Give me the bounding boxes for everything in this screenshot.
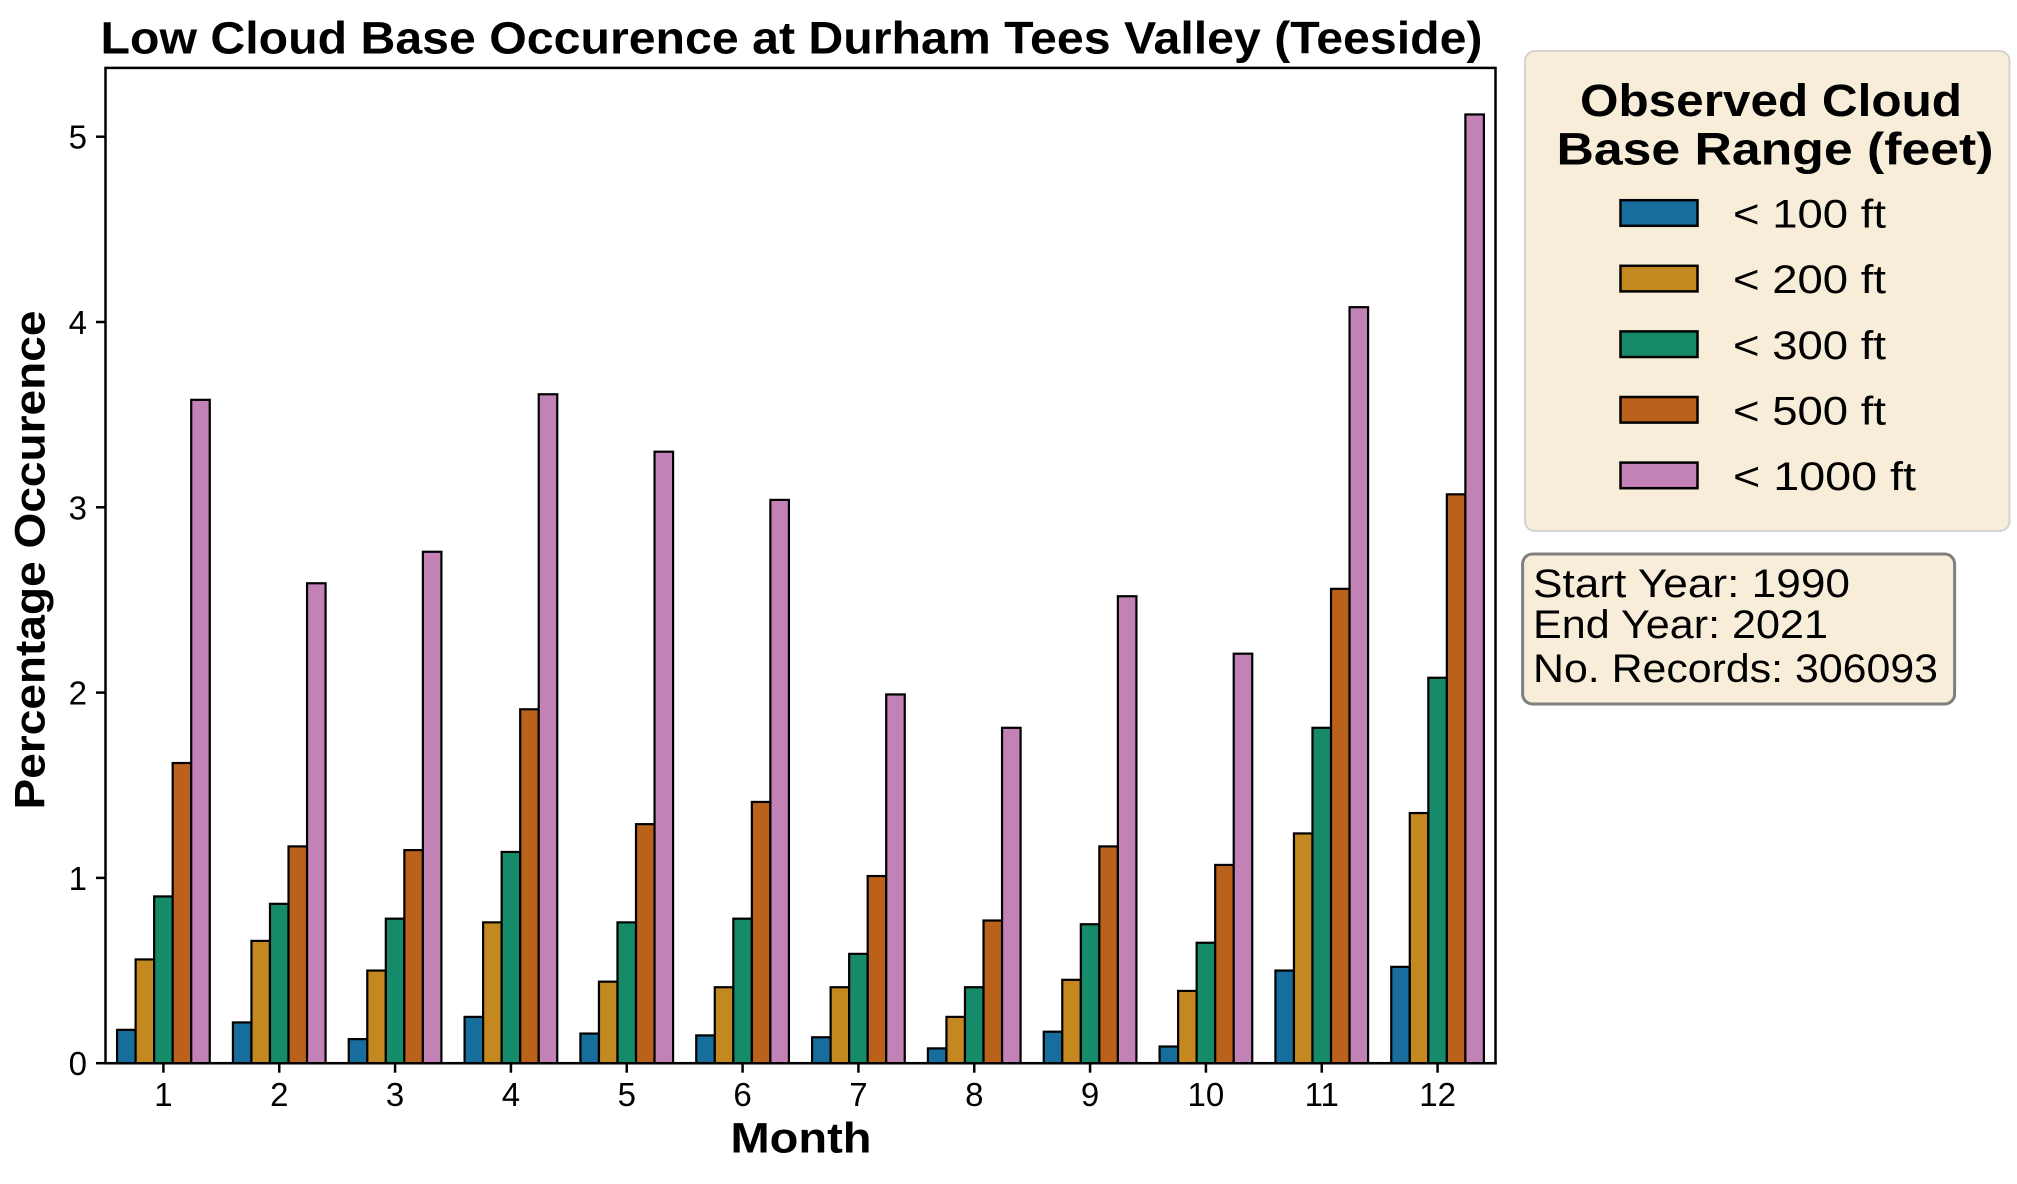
svg-text:3: 3 <box>69 489 87 526</box>
svg-text:< 500 ft: < 500 ft <box>1733 389 1886 433</box>
svg-text:4: 4 <box>69 304 87 341</box>
svg-text:Observed Cloud: Observed Cloud <box>1580 75 1962 126</box>
svg-text:< 100 ft: < 100 ft <box>1733 193 1886 237</box>
svg-text:6: 6 <box>733 1076 751 1113</box>
svg-text:11: 11 <box>1305 1076 1339 1113</box>
svg-text:1: 1 <box>154 1076 172 1113</box>
svg-text:8: 8 <box>965 1076 983 1113</box>
svg-text:5: 5 <box>618 1076 636 1113</box>
svg-text:< 200 ft: < 200 ft <box>1733 258 1886 302</box>
svg-text:5: 5 <box>69 119 87 156</box>
svg-text:Base Range (feet): Base Range (feet) <box>1557 124 1994 175</box>
svg-text:1: 1 <box>69 860 87 897</box>
svg-text:9: 9 <box>1081 1076 1099 1113</box>
svg-text:2: 2 <box>69 675 87 712</box>
svg-text:< 1000 ft: < 1000 ft <box>1733 455 1916 499</box>
svg-text:7: 7 <box>849 1076 867 1113</box>
svg-text:< 300 ft: < 300 ft <box>1733 324 1886 368</box>
svg-text:4: 4 <box>502 1076 520 1113</box>
svg-text:No. Records: 306093: No. Records: 306093 <box>1533 647 1938 691</box>
svg-text:Month: Month <box>731 1115 872 1163</box>
svg-text:Start Year: 1990: Start Year: 1990 <box>1533 562 1850 606</box>
svg-text:End Year: 2021: End Year: 2021 <box>1533 603 1828 647</box>
svg-text:Low Cloud Base Occurence at Du: Low Cloud Base Occurence at Durham Tees … <box>101 13 1483 64</box>
svg-text:Percentage Occurence: Percentage Occurence <box>7 311 55 810</box>
svg-text:0: 0 <box>69 1045 87 1082</box>
svg-text:12: 12 <box>1419 1076 1456 1113</box>
svg-text:3: 3 <box>386 1076 404 1113</box>
svg-text:2: 2 <box>270 1076 288 1113</box>
svg-text:10: 10 <box>1188 1076 1225 1113</box>
